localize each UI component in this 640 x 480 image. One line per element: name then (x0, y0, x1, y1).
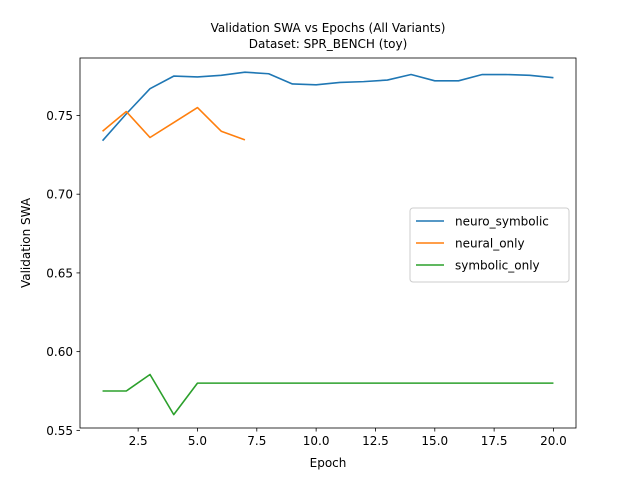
x-tick-label: 17.5 (481, 434, 508, 448)
x-tick-label: 5.0 (188, 434, 207, 448)
legend-frame (409, 207, 570, 283)
axis-ticks: 2.5 5.0 7.5 10.0 12.5 15.0 17.5 20.0 0.55 0.60 0.6… (46, 109, 567, 448)
x-tick-label: 12.5 (362, 434, 389, 448)
y-tick-label: 0.55 (46, 424, 73, 438)
chart-title: Validation SWA vs Epochs (All Variants) (211, 21, 446, 35)
legend-label: neural_only (455, 237, 525, 251)
plot-marks (101, 71, 554, 416)
x-tick-label: 15.0 (421, 434, 448, 448)
series-line-symbolic-only (102, 373, 554, 416)
legend-label: symbolic_only (455, 259, 540, 273)
series-line-neuro-symbolic (101, 71, 554, 142)
x-tick-label: 20.0 (540, 434, 567, 448)
y-tick-label: 0.65 (46, 266, 73, 280)
y-tick-label: 0.75 (46, 109, 73, 123)
series-line-neural-only (102, 106, 246, 141)
legend: neuro_symbolic neural_only symbolic_only (409, 207, 570, 283)
y-axis-label: Validation SWA (19, 197, 33, 288)
x-axis-label: Epoch (310, 456, 347, 470)
plot-frame (79, 57, 577, 429)
x-tick-label: 7.5 (247, 434, 266, 448)
x-tick-label: 2.5 (129, 434, 148, 448)
y-tick-label: 0.60 (46, 345, 73, 359)
y-tick-label: 0.70 (46, 188, 73, 202)
chart-subtitle: Dataset: SPR_BENCH (toy) (249, 37, 408, 51)
legend-label: neuro_symbolic (455, 215, 549, 229)
x-tick-label: 10.0 (303, 434, 330, 448)
